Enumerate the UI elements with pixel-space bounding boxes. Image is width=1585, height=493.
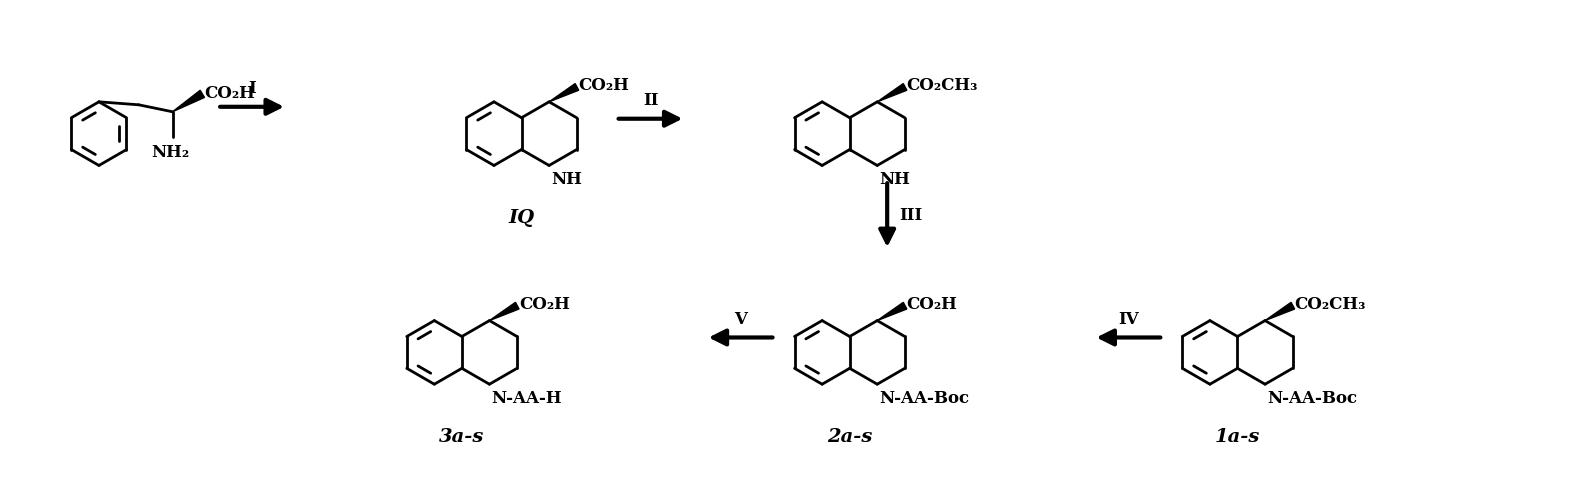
Polygon shape — [877, 84, 907, 102]
Polygon shape — [548, 84, 579, 102]
Polygon shape — [173, 90, 204, 112]
Text: IQ: IQ — [509, 209, 534, 227]
Text: 2a-s: 2a-s — [827, 428, 872, 446]
Text: N-AA-Boc: N-AA-Boc — [880, 390, 970, 407]
Text: NH₂: NH₂ — [152, 143, 190, 161]
Text: NH: NH — [880, 172, 910, 188]
Text: N-AA-Boc: N-AA-Boc — [1266, 390, 1357, 407]
Polygon shape — [1265, 302, 1295, 320]
Text: CO₂CH₃: CO₂CH₃ — [907, 77, 978, 95]
Text: V: V — [734, 311, 747, 327]
Polygon shape — [877, 302, 907, 320]
Text: 1a-s: 1a-s — [1214, 428, 1260, 446]
Text: CO₂H: CO₂H — [204, 85, 255, 103]
Text: CO₂H: CO₂H — [518, 296, 569, 313]
Text: N-AA-H: N-AA-H — [491, 390, 563, 407]
Text: 3a-s: 3a-s — [439, 428, 485, 446]
Polygon shape — [490, 302, 518, 320]
Text: CO₂H: CO₂H — [907, 296, 957, 313]
Text: I: I — [249, 80, 255, 97]
Text: CO₂H: CO₂H — [579, 77, 629, 95]
Text: CO₂CH₃: CO₂CH₃ — [1295, 296, 1366, 313]
Text: NH: NH — [552, 172, 582, 188]
Text: IV: IV — [1117, 311, 1138, 327]
Text: II: II — [644, 92, 658, 109]
Text: III: III — [899, 207, 922, 224]
